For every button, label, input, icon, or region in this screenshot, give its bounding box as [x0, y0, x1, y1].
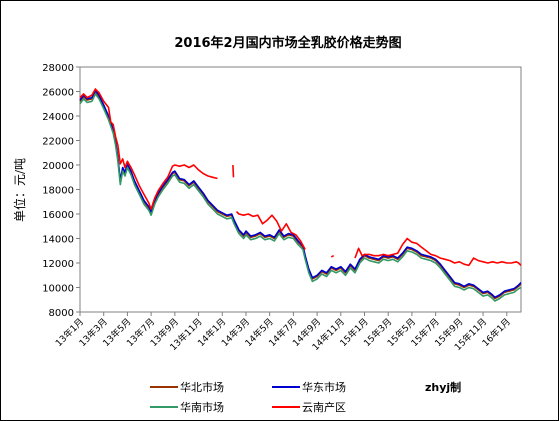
y-tick-label: 14000	[42, 235, 74, 246]
y-tick-label: 8000	[49, 308, 74, 319]
series-lines	[79, 88, 522, 302]
series-line-3-seg-3	[330, 254, 335, 258]
chart-title: 2016年2月国内市场全乳胶价格走势图	[174, 35, 401, 51]
y-tick-label: 12000	[42, 259, 74, 270]
legend-label-huabei: 华北市场	[180, 380, 224, 394]
series-line-2-seg-0	[79, 93, 522, 302]
y-tick-label: 18000	[42, 186, 74, 197]
y-tick-label: 28000	[42, 63, 74, 74]
y-tick-label: 16000	[42, 210, 74, 221]
y-axis: 8000 10000 12000 14000 16000 18000 20000 22000 2…	[42, 63, 80, 319]
credit-label: zhyj制	[425, 380, 461, 394]
y-tick-label: 26000	[42, 88, 74, 99]
series-line-3-seg-0	[79, 88, 218, 210]
legend-label-huanan: 华南市场	[180, 400, 224, 414]
series-line-3-seg-4	[354, 237, 522, 267]
legend-label-huadong: 华东市场	[302, 380, 346, 394]
series-line-3-seg-1	[232, 164, 235, 178]
legend-label-yunnan: 云南产区	[302, 400, 346, 414]
y-tick-label: 10000	[42, 284, 74, 295]
y-axis-label: 单位：元/吨	[12, 158, 27, 222]
series-line-1-seg-0	[79, 89, 522, 299]
plot-area	[79, 66, 522, 313]
series-line-3-seg-2	[235, 211, 306, 250]
legend: 华北市场 华东市场 华南市场 云南产区	[150, 380, 346, 414]
y-tick-label: 20000	[42, 161, 74, 172]
y-tick-label: 22000	[42, 137, 74, 148]
y-tick-label: 24000	[42, 112, 74, 123]
